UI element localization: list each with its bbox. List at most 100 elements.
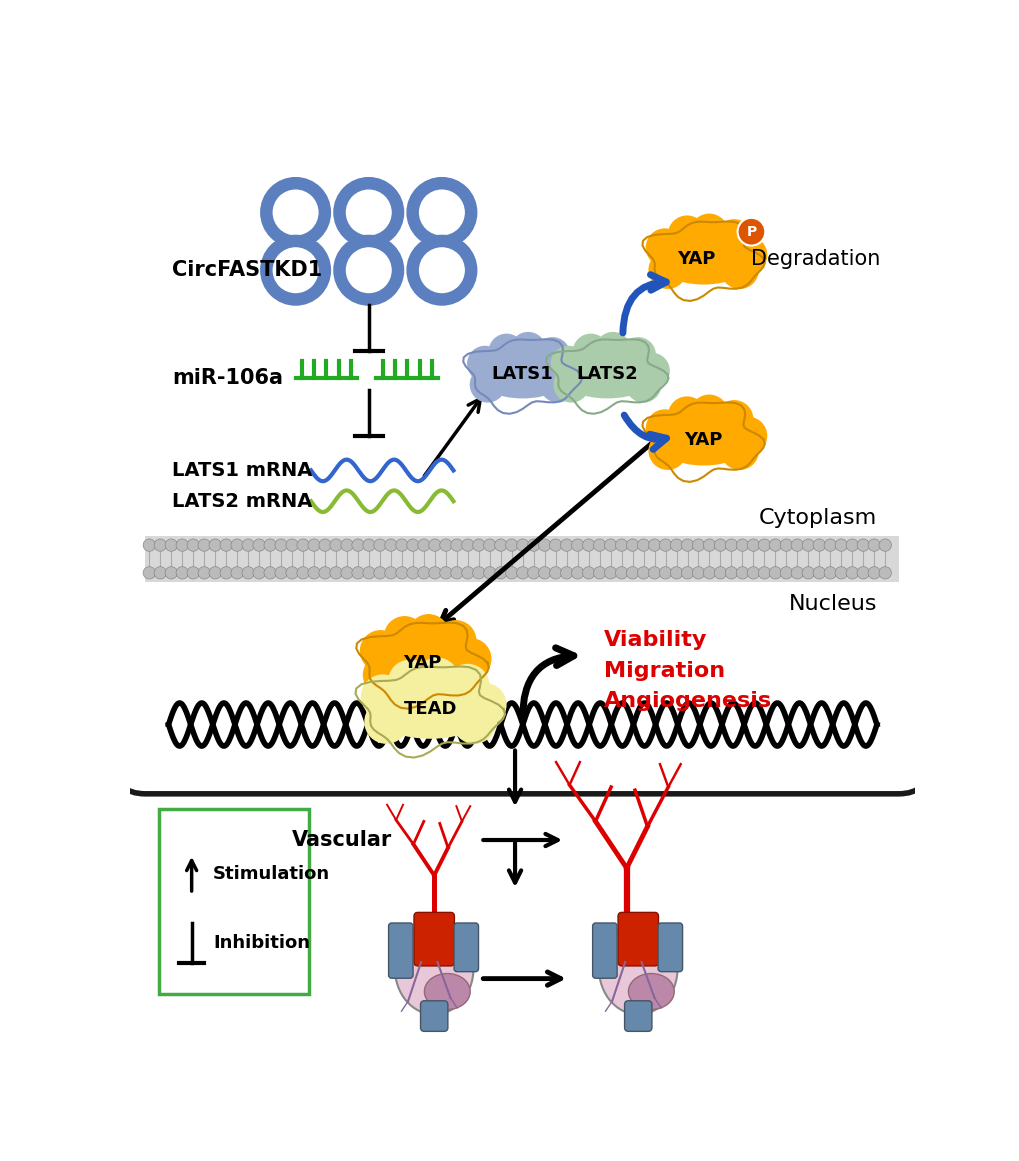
FancyBboxPatch shape: [618, 913, 658, 966]
Circle shape: [812, 567, 824, 579]
Circle shape: [553, 367, 589, 403]
Circle shape: [264, 539, 276, 551]
Circle shape: [415, 657, 459, 701]
Ellipse shape: [653, 233, 753, 284]
Circle shape: [176, 567, 189, 579]
Circle shape: [713, 567, 726, 579]
Circle shape: [648, 432, 686, 470]
Circle shape: [264, 567, 276, 579]
Circle shape: [407, 539, 419, 551]
Text: Stimulation: Stimulation: [213, 865, 330, 882]
Circle shape: [729, 236, 766, 274]
Circle shape: [253, 567, 265, 579]
Circle shape: [462, 567, 474, 579]
FancyArrowPatch shape: [624, 416, 665, 449]
Text: LATS2 mRNA: LATS2 mRNA: [172, 492, 313, 511]
Text: CircFASTKD1: CircFASTKD1: [172, 260, 322, 280]
Circle shape: [560, 567, 573, 579]
FancyBboxPatch shape: [388, 923, 413, 979]
Circle shape: [275, 539, 287, 551]
Circle shape: [791, 567, 803, 579]
Circle shape: [878, 567, 891, 579]
Circle shape: [692, 539, 704, 551]
Circle shape: [143, 539, 155, 551]
Circle shape: [413, 241, 471, 300]
Circle shape: [373, 539, 386, 551]
Circle shape: [719, 251, 758, 289]
Circle shape: [340, 567, 353, 579]
Circle shape: [462, 539, 474, 551]
Circle shape: [220, 539, 232, 551]
Circle shape: [625, 367, 661, 403]
Circle shape: [308, 567, 320, 579]
Text: TEAD: TEAD: [404, 700, 457, 719]
Circle shape: [729, 417, 766, 455]
Circle shape: [713, 539, 726, 551]
Circle shape: [230, 567, 244, 579]
FancyBboxPatch shape: [453, 923, 478, 972]
Circle shape: [165, 567, 177, 579]
Circle shape: [593, 567, 605, 579]
Circle shape: [364, 700, 408, 744]
Circle shape: [823, 539, 836, 551]
Circle shape: [383, 616, 425, 658]
Circle shape: [867, 539, 879, 551]
Circle shape: [510, 332, 545, 368]
Text: Inhibition: Inhibition: [213, 935, 310, 952]
Circle shape: [736, 567, 748, 579]
Circle shape: [527, 567, 539, 579]
Circle shape: [319, 567, 331, 579]
Circle shape: [408, 614, 449, 656]
Circle shape: [516, 567, 529, 579]
Circle shape: [462, 683, 506, 727]
Circle shape: [469, 367, 505, 403]
Circle shape: [209, 567, 221, 579]
Circle shape: [395, 567, 408, 579]
Circle shape: [363, 539, 375, 551]
Circle shape: [791, 539, 803, 551]
Circle shape: [614, 539, 627, 551]
FancyBboxPatch shape: [114, 120, 928, 794]
Circle shape: [472, 567, 484, 579]
Circle shape: [445, 664, 489, 708]
Circle shape: [689, 395, 728, 433]
Circle shape: [714, 401, 753, 439]
Text: Angiogenesis: Angiogenesis: [603, 692, 771, 712]
Circle shape: [658, 539, 672, 551]
Circle shape: [856, 567, 868, 579]
Ellipse shape: [474, 349, 571, 398]
Circle shape: [747, 567, 759, 579]
FancyBboxPatch shape: [420, 1001, 447, 1031]
Circle shape: [439, 567, 451, 579]
Circle shape: [582, 539, 594, 551]
Circle shape: [614, 567, 627, 579]
Circle shape: [329, 567, 341, 579]
Circle shape: [230, 539, 244, 551]
Circle shape: [186, 567, 199, 579]
Circle shape: [812, 539, 824, 551]
Circle shape: [692, 567, 704, 579]
Circle shape: [242, 539, 254, 551]
Circle shape: [549, 539, 561, 551]
Text: YAP: YAP: [677, 250, 714, 268]
Circle shape: [658, 567, 672, 579]
Text: LATS1: LATS1: [491, 366, 553, 383]
Circle shape: [329, 539, 341, 551]
Text: Migration: Migration: [603, 661, 725, 680]
Circle shape: [363, 654, 405, 695]
Ellipse shape: [424, 974, 470, 1010]
Circle shape: [878, 539, 891, 551]
Circle shape: [363, 567, 375, 579]
Circle shape: [571, 539, 583, 551]
Circle shape: [452, 700, 496, 744]
Circle shape: [439, 539, 451, 551]
Circle shape: [413, 183, 471, 241]
Circle shape: [604, 539, 616, 551]
Circle shape: [801, 567, 814, 579]
Circle shape: [428, 539, 440, 551]
Circle shape: [582, 567, 594, 579]
FancyArrowPatch shape: [623, 275, 665, 333]
Bar: [159, 809, 309, 994]
Circle shape: [719, 432, 758, 470]
Circle shape: [747, 539, 759, 551]
